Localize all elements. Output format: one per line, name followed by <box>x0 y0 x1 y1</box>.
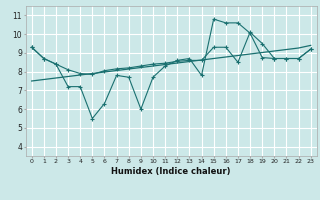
X-axis label: Humidex (Indice chaleur): Humidex (Indice chaleur) <box>111 167 231 176</box>
